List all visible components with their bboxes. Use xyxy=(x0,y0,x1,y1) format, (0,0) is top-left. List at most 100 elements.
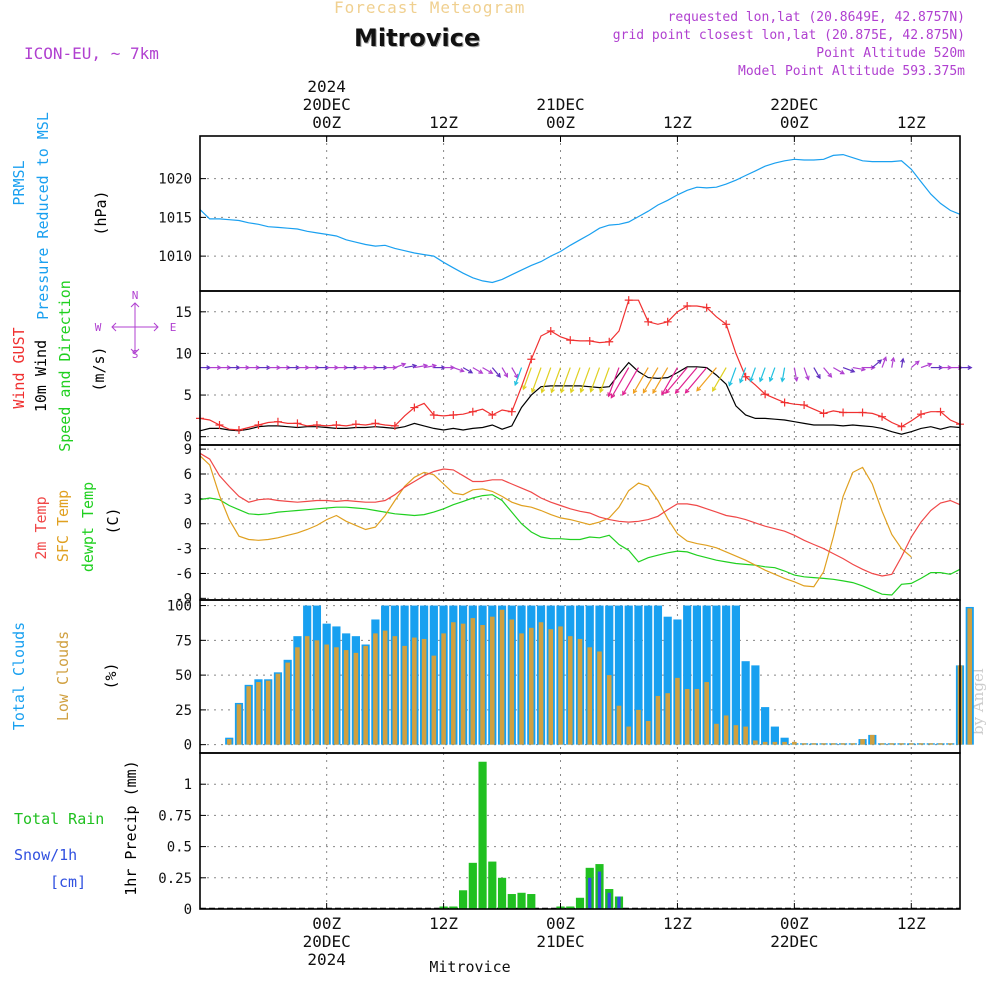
gust-marker xyxy=(215,421,224,430)
wind-gust-axis-label: Wind GUST xyxy=(10,327,28,408)
low-cloud-bar xyxy=(441,633,446,745)
wind-arrow-shaft xyxy=(462,367,473,374)
wind-arrow-shaft xyxy=(501,367,508,378)
wind-arrow-head xyxy=(560,388,565,394)
y-tick-label: 0.75 xyxy=(158,808,192,824)
meteogram-title: Forecast Meteogram xyxy=(334,0,526,17)
low-cloud-bar xyxy=(743,726,748,745)
y-tick-label: 1015 xyxy=(158,210,192,226)
compass-south: S xyxy=(132,348,139,361)
wind-direction-arrow xyxy=(522,367,532,391)
wind-direction-arrow xyxy=(910,360,920,369)
low-cloud-bar xyxy=(723,715,729,745)
wind-direction-arrow xyxy=(900,357,905,368)
wind-arrow-head xyxy=(816,374,821,380)
wind-direction-arrow xyxy=(579,367,591,394)
wind-arrow-head xyxy=(739,378,744,384)
wind-direction-arrow xyxy=(540,367,552,394)
wind-direction-arrow xyxy=(684,367,708,394)
wind-direction-arrow xyxy=(569,367,581,394)
wind-arrow-shaft xyxy=(633,367,649,394)
footer-location: Mitrovice xyxy=(429,958,510,976)
wind-arrow-head xyxy=(793,376,799,383)
y-tick-label: 0.5 xyxy=(167,840,192,856)
wind-arrow-shaft xyxy=(871,359,882,369)
time-label-bottom: 21DEC xyxy=(536,932,584,951)
wind-arrow-head xyxy=(503,372,509,378)
wind-direction-arrow xyxy=(394,362,407,369)
wind-arrow-shaft xyxy=(642,367,659,393)
gust-marker xyxy=(683,301,692,310)
wind-direction-arrow xyxy=(423,363,438,369)
time-label-top: 00Z xyxy=(780,113,809,132)
low-cloud-bar xyxy=(392,636,398,745)
wind-arrow-head xyxy=(652,388,657,395)
pressure-line xyxy=(199,153,961,284)
pressure-axis-label: Pressure Reduced to MSL xyxy=(34,112,52,320)
total-cloud-bar xyxy=(722,605,731,745)
rain-bar xyxy=(527,894,536,909)
rain-bar xyxy=(478,761,487,909)
wind-direction-arrow xyxy=(385,365,398,371)
wind-arrow-shaft xyxy=(491,367,501,378)
wind-arrow-shaft xyxy=(610,367,630,398)
gust-marker xyxy=(663,317,672,326)
gust-marker xyxy=(702,303,711,312)
low-cloud-bar xyxy=(285,662,290,745)
wind-direction-arrow xyxy=(749,367,756,383)
y-tick-label: 0 xyxy=(184,517,192,533)
snow-bar xyxy=(607,892,611,909)
low-cloud-bar xyxy=(353,652,359,745)
gust-marker xyxy=(429,411,438,420)
wind-direction-axis-label: Speed and Direction xyxy=(56,280,74,452)
wind-arrow-head xyxy=(712,386,717,392)
total-cloud-bar xyxy=(614,605,624,745)
surface-temp-axis-label: SFC Temp xyxy=(54,490,72,562)
low-cloud-bar xyxy=(792,741,797,745)
time-label-bottom: 00Z xyxy=(780,914,809,933)
wind-direction-arrow xyxy=(346,365,359,371)
wind-arrow-shaft xyxy=(414,364,428,369)
wind-direction-arrow xyxy=(758,367,766,383)
low-cloud-bar xyxy=(879,743,885,745)
low-cloud-bar xyxy=(382,630,388,745)
wind-direction-arrow xyxy=(607,367,620,398)
compass-rose-icon xyxy=(111,302,159,354)
gust-marker xyxy=(644,317,653,326)
gust-marker xyxy=(858,408,867,417)
wind-arrow-shaft xyxy=(404,364,417,369)
wind-direction-arrow xyxy=(589,367,601,393)
wind-direction-arrow xyxy=(813,367,821,380)
wind-arrow-shaft xyxy=(665,367,688,394)
pressure-unit-label: (hPa) xyxy=(92,190,110,235)
low-cloud-bar xyxy=(334,647,339,745)
snow-bar xyxy=(617,896,621,909)
wind-direction-arrow xyxy=(823,367,833,378)
wind-arrow-head xyxy=(850,368,856,373)
dewpoint-line xyxy=(199,494,961,596)
wind-arrow-shaft xyxy=(891,357,895,368)
time-label-top: 00Z xyxy=(312,113,341,132)
wind-unit-label: (m/s) xyxy=(90,346,108,391)
y-tick-label: 1 xyxy=(184,777,192,793)
gust-marker xyxy=(780,398,789,407)
total-cloud-bar xyxy=(683,605,692,745)
wind-arrow-head xyxy=(431,363,438,369)
y-tick-label: 50 xyxy=(175,668,192,684)
low-cloud-bar xyxy=(938,743,943,745)
low-cloud-bar xyxy=(714,723,719,745)
wind-direction-arrow xyxy=(881,356,888,368)
low-cloud-bar xyxy=(645,721,651,745)
compass-north: N xyxy=(132,289,139,302)
wind-arrow-shaft xyxy=(696,367,717,392)
time-label-bottom: 00Z xyxy=(546,914,575,933)
wind-arrow-shaft xyxy=(531,367,542,393)
total-cloud-bar xyxy=(751,665,760,745)
panel-frame xyxy=(199,752,961,910)
wind-arrow-shaft xyxy=(580,367,591,393)
wind-arrow-head xyxy=(870,365,876,371)
y-tick-label: 10 xyxy=(175,346,192,362)
wind-arrow-head xyxy=(900,357,905,363)
low-cloud-bar xyxy=(908,743,914,745)
